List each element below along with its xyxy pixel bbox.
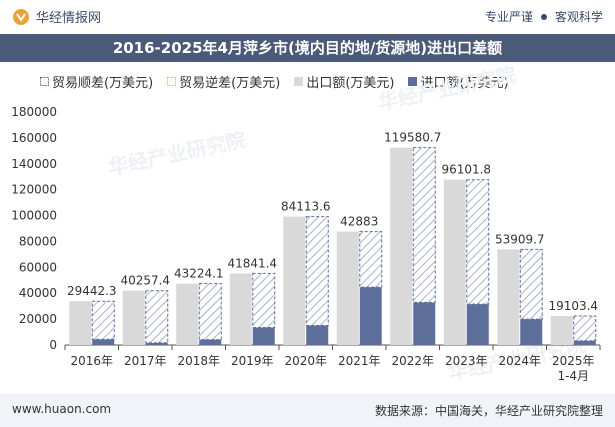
surplus-data-label: 19103.4: [548, 299, 598, 313]
surplus-data-label: 41841.4: [227, 256, 277, 270]
y-tick-label: 160000: [11, 131, 57, 145]
x-tick-label: 1-4月: [557, 369, 589, 383]
surplus-bar: [412, 147, 436, 303]
surplus-data-label: 29442.3: [67, 284, 117, 298]
export-bar: [336, 231, 359, 345]
import-bar: [252, 327, 275, 345]
footer: www.huaon.com 数据来源：中国海关，华经产业研究院整理: [0, 394, 615, 427]
import-bar: [466, 304, 489, 345]
surplus-bar: [466, 179, 490, 305]
surplus-bar: [359, 231, 383, 288]
legend-deficit-swatch-icon: [167, 77, 177, 86]
top-bar: 华经情报网 专业严谨 客观科学: [0, 0, 615, 34]
surplus-data-label: 42883: [340, 215, 378, 229]
y-tick-label: 0: [49, 338, 57, 352]
tag-objective: 客观科学: [554, 10, 603, 24]
surplus-bar: [305, 216, 329, 326]
header-tags: 专业严谨 客观科学: [485, 8, 603, 25]
import-bar: [145, 342, 168, 345]
surplus-bar: [519, 248, 543, 320]
import-bar: [359, 287, 382, 345]
export-bar: [497, 249, 520, 345]
x-tick-label: 2018年: [177, 354, 220, 368]
surplus-data-label: 53909.7: [495, 232, 545, 246]
export-bar: [390, 147, 413, 345]
export-bar: [122, 290, 145, 345]
y-tick-label: 100000: [11, 209, 57, 223]
legend-import-swatch-icon: [408, 77, 418, 86]
x-tick-label: 2022年: [391, 354, 434, 368]
y-tick-label: 140000: [11, 157, 57, 171]
legend-export-swatch-icon: [294, 77, 304, 86]
legend-import[interactable]: 进口额(万美元): [408, 72, 509, 91]
y-tick-label: 60000: [19, 260, 57, 274]
surplus-data-label: 119580.7: [384, 131, 441, 145]
export-bar: [443, 179, 466, 345]
import-bar: [573, 340, 596, 345]
separator-dot-icon: [540, 13, 547, 20]
x-tick-label: 2024年: [498, 354, 541, 368]
x-tick-label: 2023年: [445, 354, 488, 368]
x-tick-label: 2021年: [338, 354, 381, 368]
import-bar: [199, 339, 222, 345]
export-bar: [283, 216, 306, 345]
watermark-text: 华经产业研究院: [106, 127, 248, 180]
surplus-data-label: 40257.4: [120, 274, 170, 288]
brand-name: 华经情报网: [36, 11, 102, 26]
legend-deficit-label: 贸易逆差(万美元): [179, 76, 281, 91]
bar-layer: [69, 147, 597, 345]
y-tick-label: 20000: [19, 312, 57, 326]
export-bar: [176, 283, 199, 345]
y-tick-label: 120000: [11, 183, 57, 197]
surplus-bar: [573, 315, 597, 342]
surplus-bar: [91, 300, 115, 340]
y-tick-label: 80000: [19, 234, 57, 248]
footer-source: 数据来源：中国海关，华经产业研究院整理: [374, 404, 603, 418]
legend-export[interactable]: 出口额(万美元): [294, 72, 394, 91]
import-bar: [520, 319, 543, 345]
legend-surplus-swatch-icon: [40, 77, 49, 86]
axis-layer: 0 20000 40000 60000 80000 100000 120000 140000 1…: [11, 105, 601, 383]
export-bar: [69, 301, 92, 345]
export-bar: [550, 316, 573, 345]
tag-professional: 专业严谨: [484, 10, 533, 24]
surplus-bar: [252, 272, 276, 329]
surplus-bar: [145, 290, 169, 344]
surplus-bar: [198, 283, 222, 341]
export-bar: [229, 273, 252, 345]
import-bar: [92, 339, 115, 345]
legend-deficit[interactable]: 贸易逆差(万美元): [167, 72, 280, 91]
surplus-data-label: 84113.6: [281, 200, 331, 214]
chart-legend: 贸易顺差(万美元) 贸易逆差(万美元) 出口额(万美元) 进口额(万美元): [40, 72, 509, 91]
legend-surplus-label: 贸易顺差(万美元): [52, 76, 154, 91]
x-tick-label: 2020年: [284, 354, 327, 368]
x-tick-label: 2016年: [70, 354, 113, 368]
footer-website[interactable]: www.huaon.com: [12, 402, 112, 416]
brand[interactable]: 华经情报网: [12, 7, 101, 26]
x-tick-label: 2025年: [552, 354, 595, 368]
surplus-data-label: 43224.1: [174, 267, 224, 281]
import-bar: [306, 325, 329, 345]
legend-export-label: 出口额(万美元): [306, 76, 395, 91]
surplus-data-label: 96101.8: [441, 163, 491, 177]
legend-surplus[interactable]: 贸易顺差(万美元): [40, 72, 153, 91]
import-bar: [413, 302, 436, 345]
title-bar: 2016-2025年4月萍乡市(境内目的地/货源地)进出口差额: [0, 34, 615, 62]
x-tick-label: 2017年: [124, 354, 167, 368]
x-tick-label: 2019年: [231, 354, 274, 368]
watermark-text: 华经产业研究院: [376, 62, 518, 115]
y-tick-label: 180000: [11, 105, 57, 119]
brand-logo-icon: [13, 8, 29, 25]
y-tick-label: 40000: [19, 286, 57, 300]
chart-title: 2016-2025年4月萍乡市(境内目的地/货源地)进出口差额: [112, 39, 503, 57]
legend-import-label: 进口额(万美元): [420, 76, 509, 91]
